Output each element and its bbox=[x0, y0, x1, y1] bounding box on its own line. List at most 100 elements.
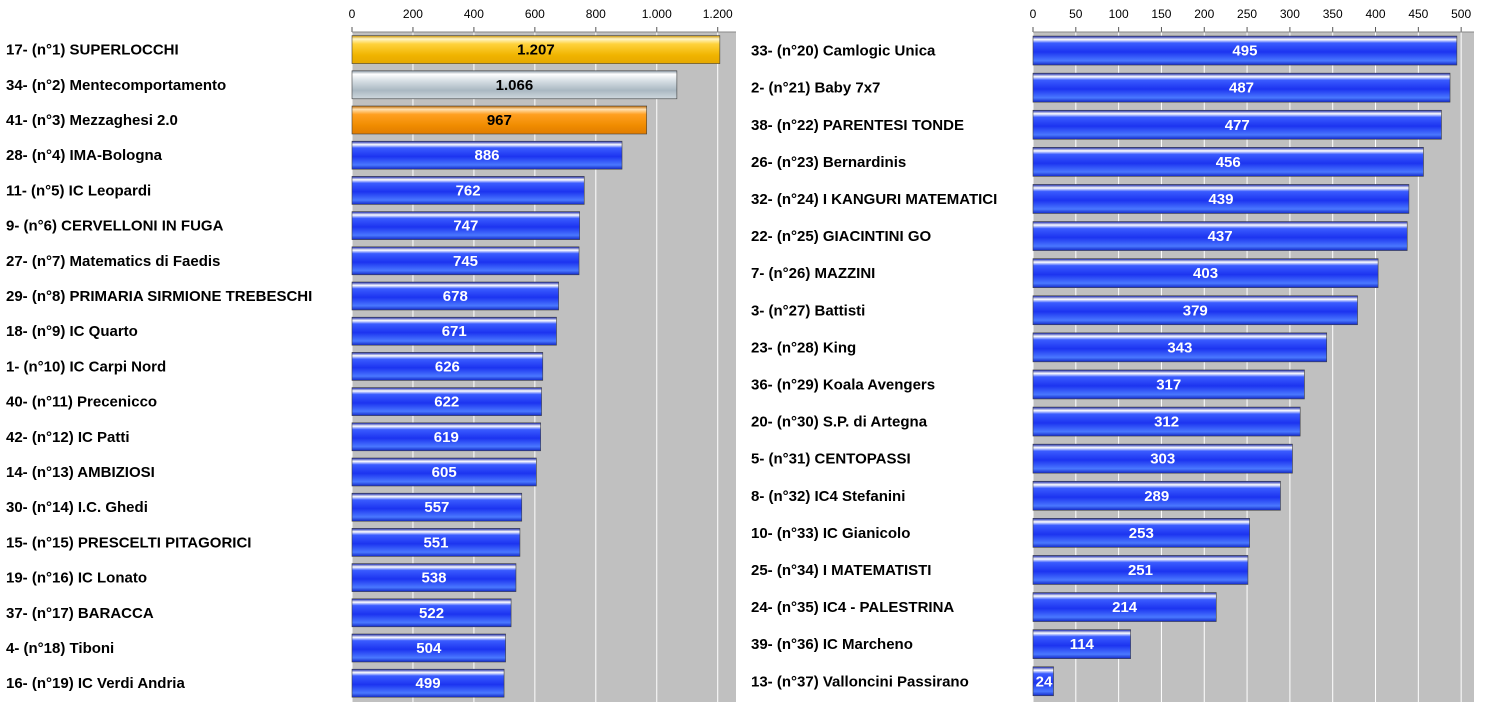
bar-category-label: 38- (n°22) PARENTESI TONDE bbox=[751, 117, 964, 134]
bar-value-label: 343 bbox=[1167, 339, 1192, 356]
bar-category-label: 20- (n°30) S.P. di Artegna bbox=[751, 414, 928, 431]
bar bbox=[351, 528, 521, 557]
bar bbox=[1032, 555, 1249, 585]
tick-label: 600 bbox=[525, 7, 545, 21]
bar-value-label: 605 bbox=[432, 464, 457, 481]
bar-value-label: 253 bbox=[1129, 525, 1154, 542]
tick-label: 500 bbox=[1451, 7, 1471, 21]
bar-value-label: 504 bbox=[416, 640, 442, 657]
bar-category-label: 19- (n°16) IC Lonato bbox=[6, 570, 147, 587]
bar-value-label: 538 bbox=[421, 570, 446, 587]
bar-category-label: 8- (n°32) IC4 Stefanini bbox=[751, 488, 905, 505]
bar-category-label: 4- (n°18) Tiboni bbox=[6, 640, 114, 657]
bar-value-label: 557 bbox=[424, 499, 449, 516]
bar-value-label: 437 bbox=[1208, 228, 1233, 245]
bar bbox=[351, 422, 541, 452]
plot-area bbox=[1033, 32, 1474, 702]
bar bbox=[1032, 518, 1250, 548]
bar bbox=[351, 211, 580, 240]
bar-category-label: 10- (n°33) IC Gianicolo bbox=[751, 525, 910, 542]
bar-value-label: 678 bbox=[443, 288, 468, 305]
bar-value-label: 886 bbox=[474, 147, 499, 164]
bar bbox=[1032, 295, 1358, 326]
bar bbox=[351, 70, 678, 100]
bar bbox=[1032, 109, 1442, 140]
bar bbox=[351, 316, 557, 346]
bar bbox=[351, 457, 537, 487]
bar-category-label: 15- (n°15) PRESCELTI PITAGORICI bbox=[6, 534, 251, 551]
tick-label: 50 bbox=[1069, 7, 1083, 21]
bar bbox=[351, 352, 544, 381]
bar-category-label: 36- (n°29) Koala Avengers bbox=[751, 376, 935, 393]
bar-category-label: 13- (n°37) Valloncini Passirano bbox=[751, 673, 969, 690]
bar bbox=[351, 105, 648, 135]
bar-value-label: 251 bbox=[1128, 562, 1153, 579]
bar-category-label: 2- (n°21) Baby 7x7 bbox=[751, 80, 880, 97]
bar-value-label: 114 bbox=[1070, 636, 1095, 653]
bar-value-label: 487 bbox=[1229, 80, 1254, 97]
bar-value-label: 403 bbox=[1193, 265, 1218, 282]
bar-category-label: 23- (n°28) King bbox=[751, 339, 856, 356]
bar bbox=[1032, 184, 1410, 214]
bar bbox=[351, 35, 721, 64]
bar-category-label: 27- (n°7) Matematics di Faedis bbox=[6, 253, 220, 270]
tick-label: 800 bbox=[586, 7, 606, 21]
tick-label: 150 bbox=[1151, 7, 1171, 21]
bar-value-label: 317 bbox=[1156, 376, 1181, 393]
bar-value-label: 214 bbox=[1112, 599, 1138, 616]
bar-category-label: 26- (n°23) Bernardinis bbox=[751, 154, 906, 171]
bar bbox=[1032, 406, 1301, 437]
bar-value-label: 622 bbox=[434, 394, 459, 411]
bar bbox=[1032, 629, 1131, 659]
bar-value-label: 626 bbox=[435, 358, 460, 375]
bar-category-label: 42- (n°12) IC Patti bbox=[6, 429, 130, 446]
bar bbox=[351, 668, 505, 698]
bar-category-label: 7- (n°26) MAZZINI bbox=[751, 265, 875, 282]
tick-label: 250 bbox=[1237, 7, 1257, 21]
bar-value-label: 762 bbox=[456, 182, 481, 199]
tick-label: 300 bbox=[1280, 7, 1300, 21]
bar-value-label: 495 bbox=[1232, 43, 1257, 60]
bar-category-label: 29- (n°8) PRIMARIA SIRMIONE TREBESCHI bbox=[6, 288, 312, 305]
bar bbox=[351, 633, 506, 663]
bar-category-label: 16- (n°19) IC Verdi Andria bbox=[6, 675, 185, 692]
bar bbox=[1032, 666, 1054, 697]
bar bbox=[1032, 72, 1451, 103]
bar-value-label: 456 bbox=[1216, 154, 1241, 171]
bar-category-label: 22- (n°25) GIACINTINI GO bbox=[751, 228, 932, 245]
bar-value-label: 312 bbox=[1154, 414, 1179, 431]
tick-label: 100 bbox=[1109, 7, 1129, 21]
bar-category-label: 1- (n°10) IC Carpi Nord bbox=[6, 358, 166, 375]
bar bbox=[351, 598, 512, 628]
right-chart-panel: 0 50 100 150 200 250 300 350 400 450 500 33- (n°20)… bbox=[751, 7, 1474, 702]
bar-category-label: 33- (n°20) Camlogic Unica bbox=[751, 43, 936, 60]
bar-value-label: 1.207 bbox=[517, 42, 555, 59]
bar-category-label: 41- (n°3) Mezzaghesi 2.0 bbox=[6, 112, 178, 129]
tick-label: 400 bbox=[464, 7, 484, 21]
bar-value-label: 967 bbox=[487, 112, 512, 129]
bar-category-label: 32- (n°24) I KANGURI MATEMATICI bbox=[751, 191, 997, 208]
tick-label: 400 bbox=[1366, 7, 1386, 21]
bar-value-label: 619 bbox=[434, 429, 459, 446]
bar-value-label: 522 bbox=[419, 605, 444, 622]
bar-category-label: 17- (n°1) SUPERLOCCHI bbox=[6, 42, 179, 59]
bar bbox=[1032, 443, 1293, 474]
bar bbox=[1032, 592, 1217, 622]
bar bbox=[351, 246, 580, 276]
bar-category-label: 40- (n°11) Precenicco bbox=[6, 394, 157, 411]
tick-label: 1.200 bbox=[703, 7, 733, 21]
bar-value-label: 379 bbox=[1183, 302, 1208, 319]
bar-value-label: 24 bbox=[1036, 673, 1053, 690]
bar bbox=[1032, 369, 1305, 400]
bar bbox=[1032, 258, 1379, 288]
bar-category-label: 11- (n°5) IC Leopardi bbox=[6, 182, 151, 199]
bar-category-label: 25- (n°34) I MATEMATISTI bbox=[751, 562, 931, 579]
bar bbox=[351, 176, 585, 205]
tick-label: 0 bbox=[1030, 7, 1037, 21]
bar-value-label: 439 bbox=[1208, 191, 1233, 208]
bar-value-label: 747 bbox=[453, 218, 478, 235]
bar-value-label: 671 bbox=[442, 323, 467, 340]
tick-label: 450 bbox=[1408, 7, 1428, 21]
bar bbox=[351, 281, 559, 311]
